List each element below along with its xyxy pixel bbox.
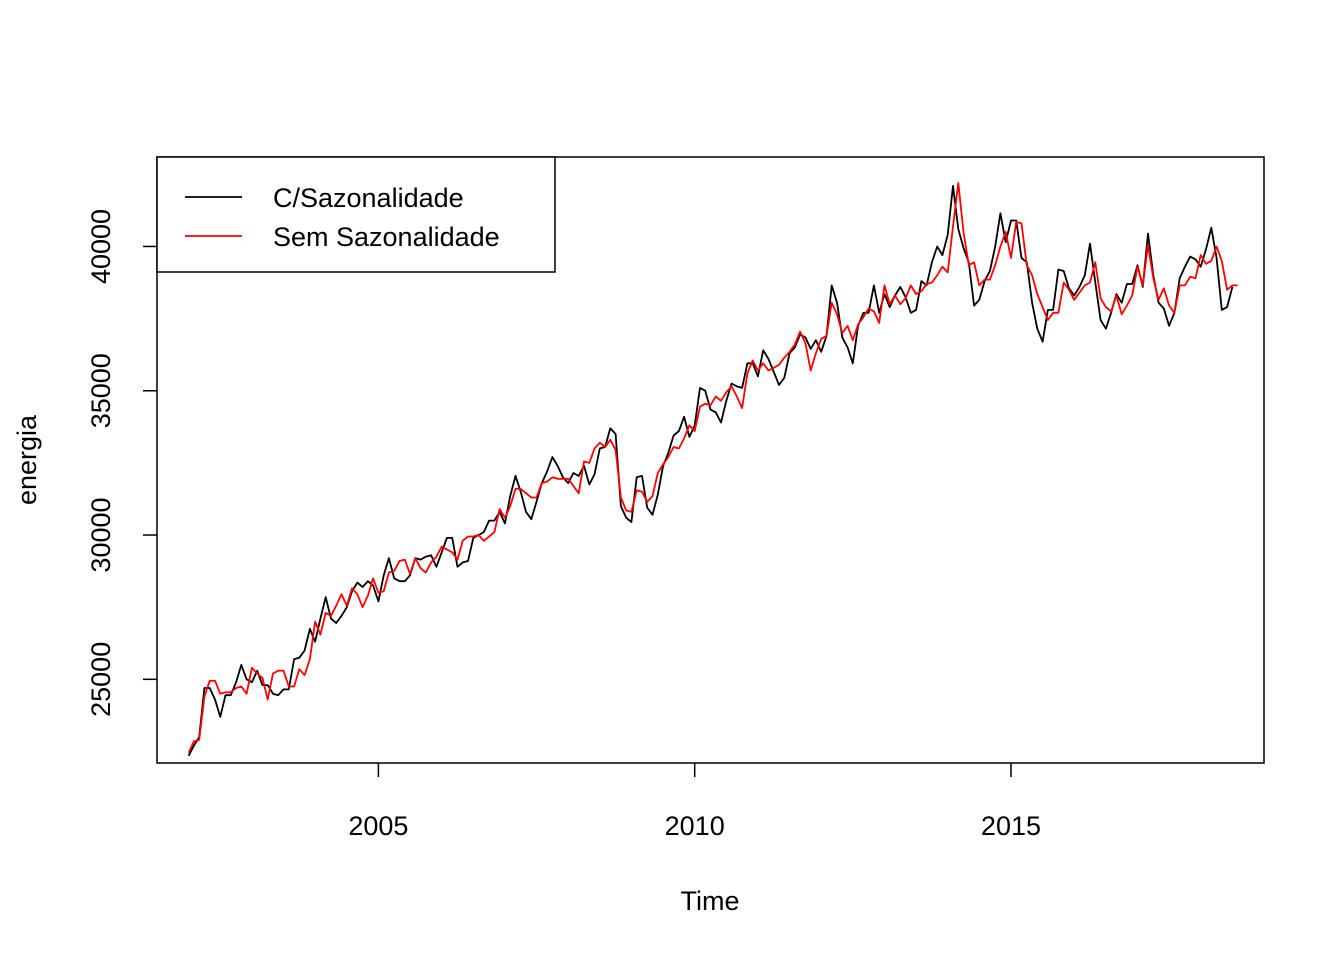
y-tick-label: 35000 bbox=[86, 353, 116, 428]
legend-label-sem-sazonalidade: Sem Sazonalidade bbox=[273, 222, 500, 252]
y-axis-title: energia bbox=[12, 414, 42, 505]
series-line-c-sazonalidade bbox=[187, 184, 1234, 757]
plot-frame bbox=[156, 156, 1265, 764]
x-axis: 2005 2010 2015 bbox=[348, 763, 1041, 841]
x-tick-label: 2005 bbox=[348, 811, 408, 841]
x-tick-label: 2015 bbox=[981, 811, 1041, 841]
series-layer bbox=[187, 182, 1238, 757]
x-axis-title: Time bbox=[681, 886, 740, 916]
legend-label-c-sazonalidade: C/Sazonalidade bbox=[273, 183, 464, 213]
series-line-sem-sazonalidade bbox=[187, 182, 1238, 754]
legend: C/Sazonalidade Sem Sazonalidade bbox=[156, 156, 556, 273]
y-tick-label: 40000 bbox=[86, 209, 116, 284]
y-axis: 25000 30000 35000 40000 bbox=[86, 209, 157, 717]
y-tick-label: 30000 bbox=[86, 497, 116, 572]
y-tick-label: 25000 bbox=[86, 642, 116, 717]
legend-box bbox=[156, 156, 556, 273]
x-tick-label: 2010 bbox=[665, 811, 725, 841]
